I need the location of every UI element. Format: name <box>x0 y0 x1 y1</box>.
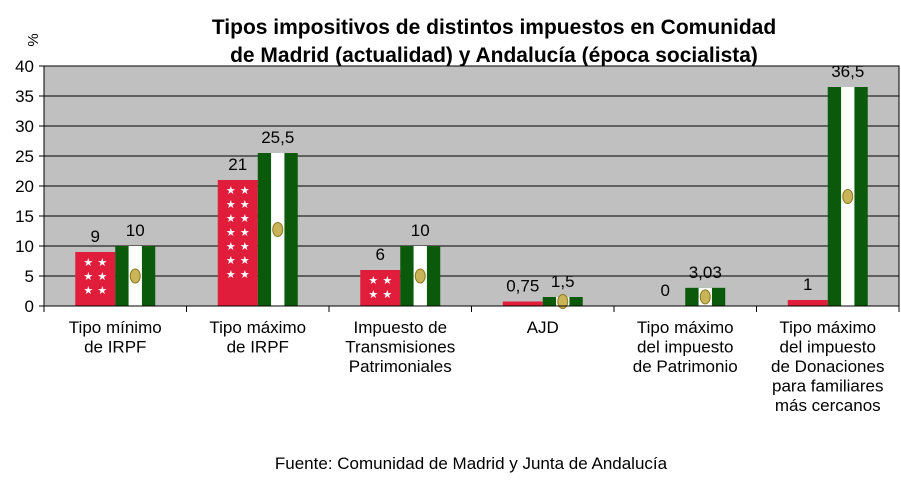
data-label-madrid: 6 <box>376 245 385 264</box>
chart-title-line-2: de Madrid (actualidad) y Andalucía (époc… <box>230 44 758 67</box>
chart-source: Fuente: Comunidad de Madrid y Junta de A… <box>275 454 668 473</box>
data-label-madrid: 9 <box>91 227 100 246</box>
y-tick-label: 35 <box>15 87 34 106</box>
bar-madrid <box>502 301 543 306</box>
star-icon: ★ <box>83 284 93 297</box>
bar-madrid <box>75 252 116 306</box>
y-tick-label: 0 <box>25 297 34 316</box>
star-icon: ★ <box>226 240 236 253</box>
bar-madrid <box>360 270 401 306</box>
x-category-label: Tipo máximo <box>779 318 876 337</box>
x-category-label: Patrimoniales <box>349 357 452 376</box>
star-icon: ★ <box>240 226 250 239</box>
star-icon: ★ <box>240 198 250 211</box>
bar-madrid <box>787 300 828 306</box>
data-label-andalucia: 3,03 <box>689 263 722 282</box>
coat-of-arms-icon <box>557 294 569 309</box>
x-category-label: del impuesto <box>637 338 733 357</box>
star-icon: ★ <box>240 212 250 225</box>
chart-title-line-1: Tipos impositivos de distintos impuestos… <box>212 16 776 39</box>
data-label-madrid: 1 <box>803 275 812 294</box>
x-category-label: Tipo máximo <box>209 318 306 337</box>
data-label-madrid: 0,75 <box>506 277 539 296</box>
y-tick-label: 30 <box>15 117 34 136</box>
star-icon: ★ <box>240 268 250 281</box>
coat-of-arms-icon <box>842 189 854 204</box>
coat-of-arms-icon <box>414 268 426 284</box>
star-icon: ★ <box>226 198 236 211</box>
y-tick-label: 15 <box>15 207 34 226</box>
x-category-label: de Patrimonio <box>633 357 738 376</box>
x-category-label: más cercanos <box>775 396 881 415</box>
data-label-andalucia: 1,5 <box>551 272 575 291</box>
x-category-label: del impuesto <box>780 338 876 357</box>
star-icon: ★ <box>83 256 93 269</box>
star-icon: ★ <box>368 288 378 301</box>
star-icon: ★ <box>382 288 392 301</box>
x-category-label: AJD <box>527 318 559 337</box>
x-category-label: de Donaciones <box>771 357 884 376</box>
y-tick-label: 10 <box>15 237 34 256</box>
star-icon: ★ <box>83 270 93 283</box>
x-category-label: para familiares <box>772 377 884 396</box>
x-category-label: Tipo máximo <box>637 318 734 337</box>
star-icon: ★ <box>226 226 236 239</box>
y-tick-label: 25 <box>15 147 34 166</box>
star-icon: ★ <box>226 268 236 281</box>
x-category-label: Impuesto de <box>353 318 447 337</box>
star-icon: ★ <box>226 212 236 225</box>
x-category-label: de IRPF <box>84 338 146 357</box>
x-category-label: Tipo mínimo <box>69 318 162 337</box>
y-tick-label: 5 <box>25 267 34 286</box>
coat-of-arms-icon <box>129 268 141 284</box>
x-category-label: Transmisiones <box>345 338 455 357</box>
data-label-andalucia: 25,5 <box>261 128 294 147</box>
star-icon: ★ <box>226 254 236 267</box>
data-label-madrid: 0 <box>661 281 670 300</box>
data-label-andalucia: 10 <box>126 221 145 240</box>
y-tick-label: 40 <box>15 57 34 76</box>
bar-madrid <box>217 180 258 306</box>
star-icon: ★ <box>97 270 107 283</box>
star-icon: ★ <box>97 284 107 297</box>
gridlines <box>44 95 899 277</box>
star-icon: ★ <box>97 256 107 269</box>
y-axis-label: % <box>25 33 42 46</box>
star-icon: ★ <box>382 274 392 287</box>
data-label-andalucia: 36,5 <box>831 62 864 81</box>
star-icon: ★ <box>226 184 236 197</box>
star-icon: ★ <box>368 274 378 287</box>
bars: ★ ★★ ★★ ★★ ★★ ★★ ★★ ★★ ★★ ★★ ★ ★ ★★ ★ <box>75 87 868 309</box>
data-label-andalucia: 10 <box>411 221 430 240</box>
data-labels: 9 10 21 25,5 6 10 0,75 1,5 0 3,03 1 36,5 <box>91 62 865 300</box>
star-icon: ★ <box>240 240 250 253</box>
star-icon: ★ <box>240 254 250 267</box>
y-tick-label: 20 <box>15 177 34 196</box>
x-category-label: de IRPF <box>227 338 289 357</box>
data-label-madrid: 21 <box>228 155 247 174</box>
coat-of-arms-icon <box>272 222 284 237</box>
star-icon: ★ <box>240 184 250 197</box>
coat-of-arms-icon <box>699 289 711 305</box>
